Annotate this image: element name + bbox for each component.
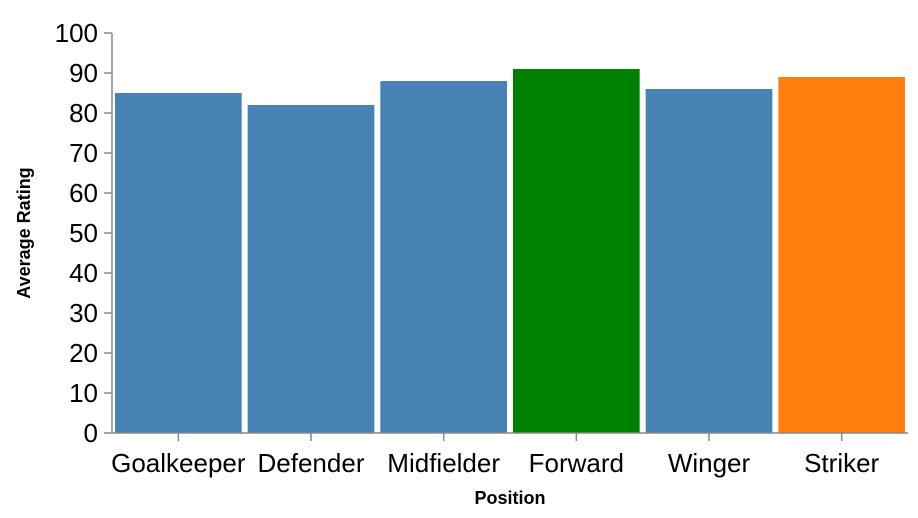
y-tick-label: 70 [69,138,98,168]
bar-defender [247,105,375,433]
y-axis: 0 10 20 30 40 50 60 70 80 90 100 [55,18,113,448]
bars-group [115,69,905,433]
y-tick-label: 80 [69,98,98,128]
x-tick-label: Goalkeeper [111,448,246,478]
bar-midfielder [380,81,507,433]
x-axis: Goalkeeper Defender Midfielder Forward Winge… [111,432,908,478]
x-tick-label: Midfielder [387,448,500,478]
y-tick-label: 20 [69,338,98,368]
x-tick-label: Striker [804,448,879,478]
y-tick-label: 40 [69,258,98,288]
bar-goalkeeper [115,93,242,433]
y-axis-title: Average Rating [14,167,34,298]
x-tick-label: Defender [258,448,365,478]
x-axis-title: Position [475,488,546,508]
y-tick-label: 90 [69,58,98,88]
y-tick-label: 50 [69,218,98,248]
y-tick-label: 60 [69,178,98,208]
bar-striker [778,77,905,433]
y-tick-label: 30 [69,298,98,328]
x-tick-label: Winger [668,448,751,478]
y-tick-label: 0 [84,418,98,448]
bar-forward [513,69,640,433]
bar-winger [645,89,773,433]
x-tick-label: Forward [529,448,624,478]
y-tick-label: 10 [69,378,98,408]
y-tick-label: 100 [55,18,98,48]
